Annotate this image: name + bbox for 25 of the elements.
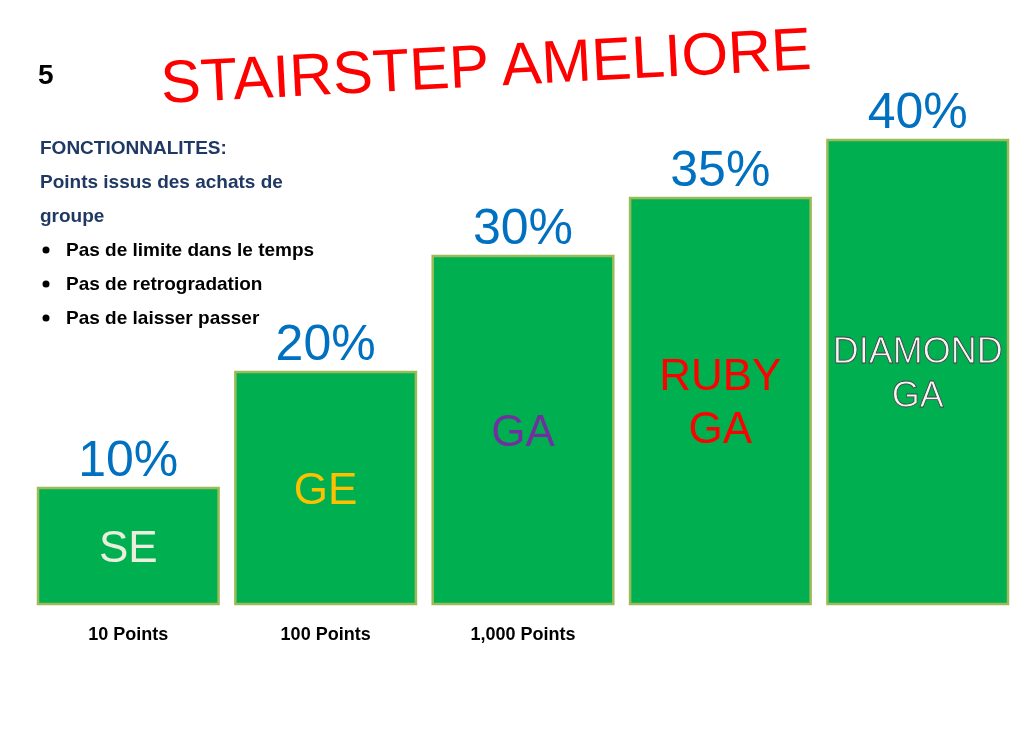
data-label: 35% — [670, 141, 771, 197]
x-tick-label: SE — [98, 521, 158, 571]
data-label: 20% — [275, 315, 376, 371]
annotation: 100 Points — [280, 624, 371, 644]
annotation: Pas de laisser passer — [66, 307, 260, 328]
chart-subtitle: FONCTIONNALITES: — [40, 137, 227, 158]
data-label: 40% — [867, 83, 968, 139]
annotation: 10 Points — [88, 624, 169, 644]
x-tick-label: DIAMOND GA — [832, 330, 1003, 415]
chart-title: STAIRSTEP AMELIORE — [159, 15, 813, 116]
x-tick-label: GA — [491, 405, 556, 455]
annotation: Pas de retrogradation — [66, 273, 263, 294]
bar — [234, 370, 418, 606]
bar — [628, 196, 812, 606]
data-label: 30% — [472, 199, 574, 255]
bar — [826, 138, 1010, 606]
text: 5 — [38, 59, 54, 90]
annotation: Points issus des achats de groupe — [40, 171, 283, 226]
annotation: 1,000 Points — [470, 624, 576, 644]
annotation: Pas de limite dans le temps — [66, 239, 315, 260]
x-tick-label: RUBY GA — [659, 350, 782, 453]
bar — [431, 254, 615, 606]
bar — [36, 486, 220, 606]
x-tick-label: GE — [293, 463, 358, 513]
data-label: 10% — [78, 431, 179, 487]
